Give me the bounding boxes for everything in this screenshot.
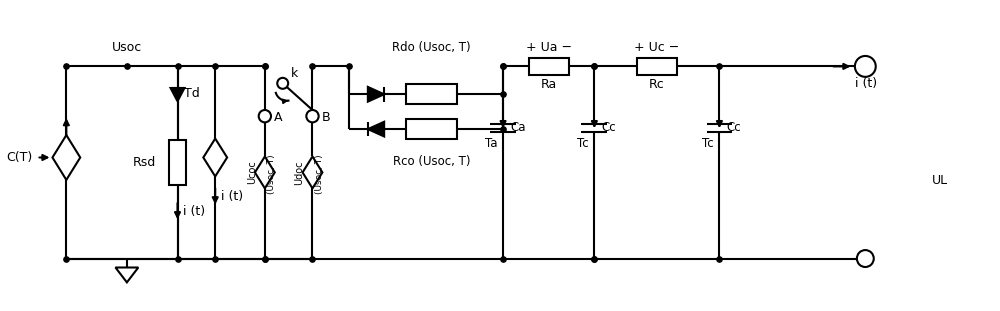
Bar: [406, 119, 457, 139]
Text: Udoc: Udoc: [295, 160, 305, 185]
Text: Cc: Cc: [601, 121, 616, 134]
Polygon shape: [52, 135, 80, 180]
Text: Rc: Rc: [649, 78, 665, 91]
Text: Usoc: Usoc: [112, 41, 142, 54]
Text: Rdo (Usoc, T): Rdo (Usoc, T): [392, 41, 471, 54]
Text: $\oplus$: $\oplus$: [859, 59, 872, 73]
Text: Ra: Ra: [541, 78, 557, 91]
Circle shape: [306, 110, 319, 122]
Text: + Uc −: + Uc −: [634, 41, 680, 54]
Circle shape: [277, 78, 288, 89]
Text: k: k: [291, 67, 298, 80]
Text: i (t): i (t): [183, 205, 206, 218]
Polygon shape: [303, 156, 322, 188]
Polygon shape: [368, 87, 384, 102]
Polygon shape: [368, 122, 384, 137]
Text: Cc: Cc: [726, 121, 741, 134]
Text: Tc: Tc: [702, 137, 713, 150]
Text: Rco (Usoc, T): Rco (Usoc, T): [393, 155, 470, 168]
Text: Ta: Ta: [485, 137, 497, 150]
Text: A: A: [274, 111, 282, 124]
Text: i (t): i (t): [221, 190, 243, 203]
Polygon shape: [203, 139, 227, 176]
Text: + Ua −: + Ua −: [526, 41, 572, 54]
Text: (Usoc, T): (Usoc, T): [315, 155, 324, 194]
Text: Ca: Ca: [510, 121, 525, 134]
Text: C(T): C(T): [6, 151, 33, 164]
Bar: [637, 58, 677, 75]
Text: Tc: Tc: [577, 137, 588, 150]
Text: Ucoc: Ucoc: [247, 160, 257, 184]
Circle shape: [857, 250, 874, 267]
Bar: [529, 58, 569, 75]
Bar: [406, 84, 457, 104]
Polygon shape: [115, 267, 138, 282]
Bar: [169, 140, 186, 185]
Polygon shape: [171, 88, 184, 101]
Text: (Usoc, T): (Usoc, T): [267, 155, 276, 194]
Text: B: B: [321, 111, 330, 124]
Text: UL: UL: [932, 174, 948, 188]
Polygon shape: [255, 156, 275, 188]
Text: i (t): i (t): [855, 77, 878, 90]
Circle shape: [259, 110, 271, 122]
Circle shape: [855, 56, 876, 77]
Text: Rsd: Rsd: [132, 156, 156, 169]
Text: Td: Td: [184, 87, 200, 100]
